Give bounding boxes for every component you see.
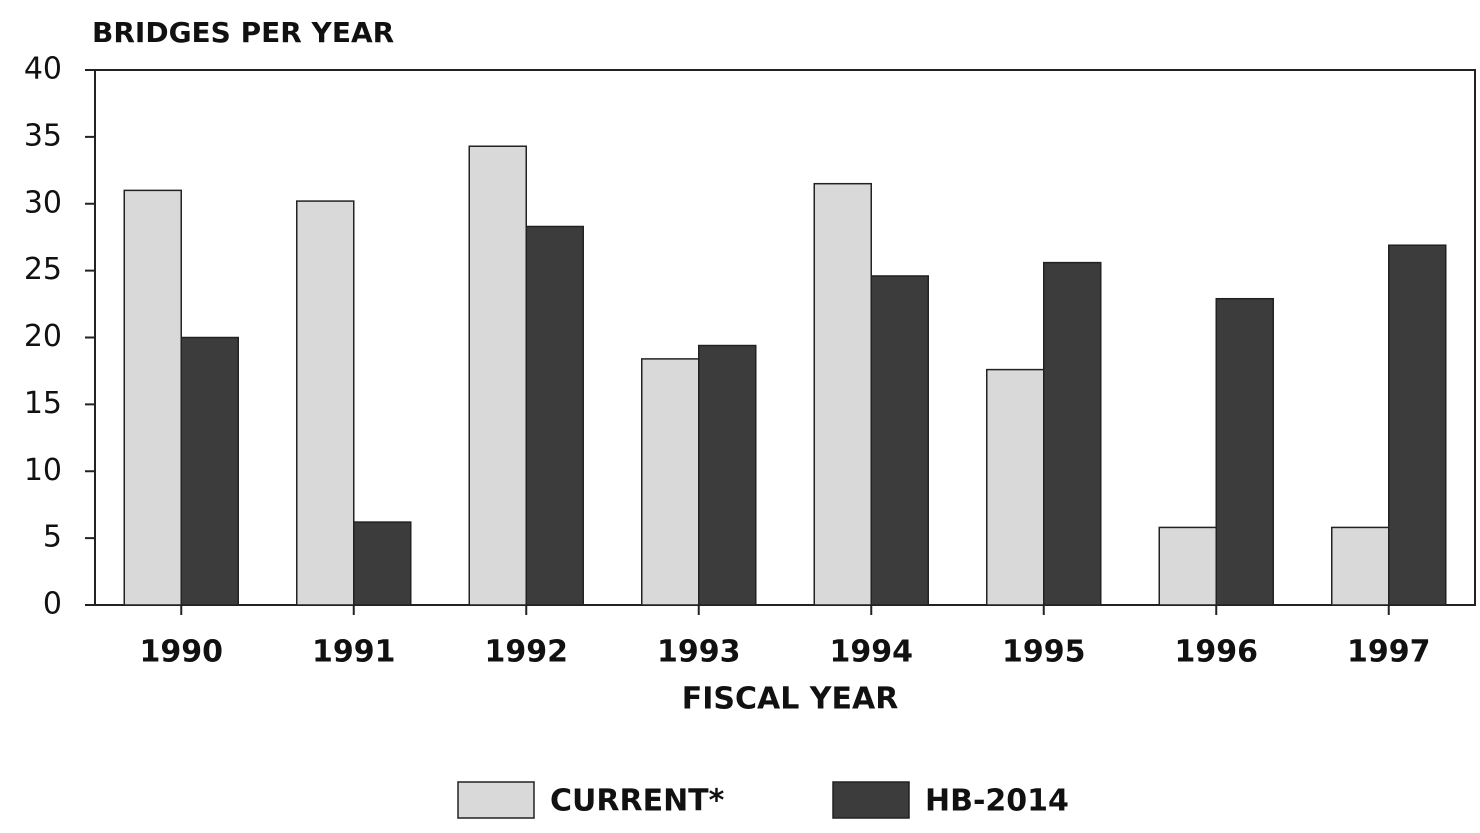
- bar: [1043, 261, 1102, 606]
- legend-swatch: [832, 781, 910, 819]
- x-tick-label: 1991: [312, 635, 396, 670]
- bar: [180, 336, 239, 606]
- y-tick-label: 0: [43, 587, 62, 622]
- x-tick-label: 1992: [485, 635, 569, 670]
- y-tick-label: 5: [43, 520, 62, 555]
- bar: [525, 225, 584, 606]
- bar: [698, 344, 757, 606]
- bar: [468, 145, 527, 606]
- x-tick-label: 1995: [1002, 635, 1086, 670]
- y-tick-label: 35: [24, 118, 62, 153]
- x-tick-label: 1993: [657, 635, 741, 670]
- y-tick-label: 25: [24, 252, 62, 287]
- bar: [1331, 526, 1390, 606]
- bar: [296, 200, 355, 606]
- y-tick-label: 15: [24, 386, 62, 421]
- legend-swatch: [457, 781, 535, 819]
- y-tick-label: 40: [24, 52, 62, 87]
- y-tick-label: 30: [24, 185, 62, 220]
- x-axis-label: FISCAL YEAR: [682, 682, 899, 717]
- legend-label: CURRENT*: [550, 784, 725, 819]
- x-tick-label: 1994: [830, 635, 914, 670]
- legend-label: HB-2014: [925, 784, 1069, 819]
- y-tick-label: 10: [24, 453, 62, 488]
- y-tick-label: 20: [24, 319, 62, 354]
- bar: [870, 275, 929, 606]
- bar: [813, 182, 872, 606]
- x-tick-label: 1996: [1175, 635, 1259, 670]
- bar: [1158, 526, 1217, 606]
- x-tick-label: 1990: [140, 635, 224, 670]
- bar: [1388, 244, 1447, 606]
- bar: [1215, 297, 1274, 606]
- x-tick-label: 1997: [1347, 635, 1431, 670]
- bar: [353, 521, 412, 606]
- bar: [123, 189, 182, 606]
- bar: [641, 358, 700, 606]
- bar: [986, 368, 1045, 606]
- axis-title: BRIDGES PER YEAR: [92, 16, 394, 49]
